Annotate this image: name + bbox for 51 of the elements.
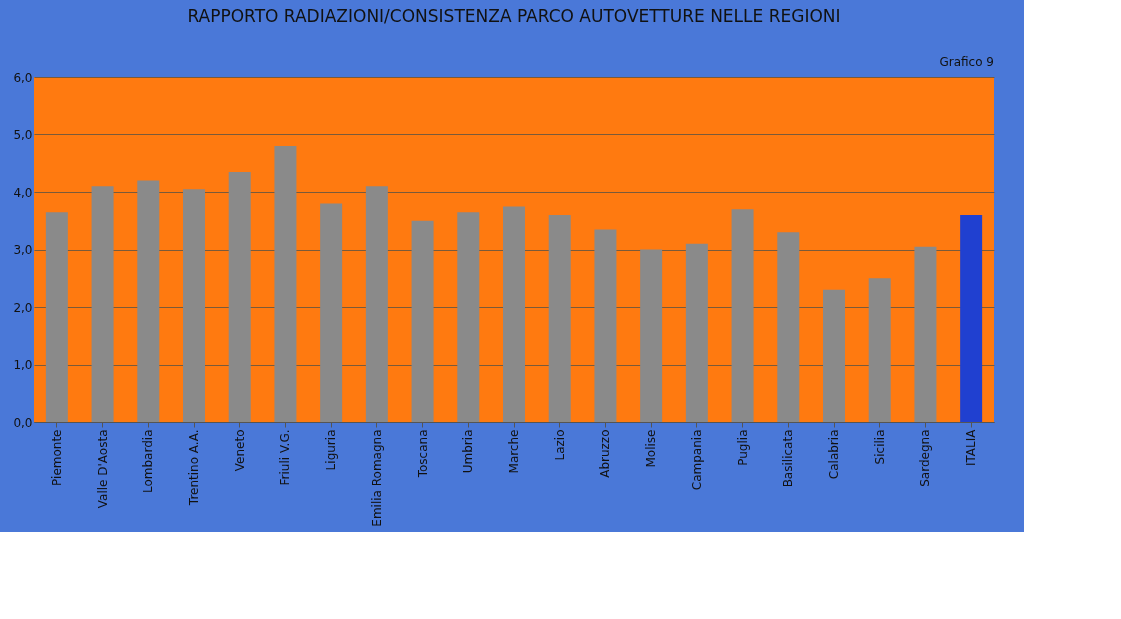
bar: [868, 278, 891, 422]
bar: [640, 249, 663, 422]
x-tick-label: Sardegna: [918, 429, 933, 487]
x-tick-label: Basilicata: [781, 429, 796, 488]
bar: [548, 215, 571, 422]
x-tick-label: Liguria: [324, 429, 339, 471]
y-tick-label: 1,0: [13, 358, 33, 372]
x-tick-label: Lombardia: [141, 429, 156, 494]
bar: [45, 212, 68, 422]
x-tick-label: Molise: [644, 429, 659, 468]
x-tick-label: ITALIA: [964, 428, 979, 467]
bar: [365, 186, 388, 422]
y-tick-label: 4,0: [13, 185, 33, 200]
bar: [594, 229, 617, 422]
bar: [228, 171, 251, 422]
x-tick-label: Calabria: [827, 429, 841, 480]
y-tick-label: 3,0: [13, 243, 33, 257]
y-tick-label: 0,0: [13, 415, 33, 430]
bar: [731, 209, 754, 422]
x-tick-label: Trentino A.A.: [187, 429, 201, 507]
x-tick-label: Marche: [507, 429, 521, 474]
x-tick-label: Sicilia: [872, 429, 887, 465]
x-tick-label: Piemonte: [49, 429, 64, 486]
bar: [777, 232, 800, 422]
bar: [503, 206, 525, 422]
y-tick-label: 6,0: [13, 70, 33, 85]
x-tick-label: Campania: [689, 429, 704, 491]
bar: [960, 215, 983, 422]
x-tick-label: Veneto: [232, 429, 247, 472]
bar: [457, 212, 480, 422]
x-tick-label: Emilia Romagna: [369, 429, 384, 527]
x-tick-label: Lazio: [552, 429, 567, 461]
y-tick-label: 5,0: [13, 128, 33, 142]
bar: [823, 289, 845, 422]
y-tick-label: 2,0: [13, 300, 33, 315]
x-tick-label: Abruzzo: [598, 429, 613, 478]
bar: [91, 186, 114, 422]
bar: [183, 189, 205, 422]
x-tick-label: Valle D'Aosta: [95, 429, 110, 509]
bar: [274, 146, 297, 422]
bar: [411, 220, 434, 422]
text: Grafico 9: [939, 55, 994, 69]
x-tick-label: Toscana: [415, 429, 430, 479]
x-tick-label: Friuli V.G.: [278, 429, 293, 486]
bar: [914, 246, 937, 422]
bar: [685, 243, 708, 422]
x-tick-label: Puglia: [735, 429, 750, 466]
chart-title: RAPPORTO RADIAZIONI/CONSISTENZA PARCO AUTOVETTURE NELLE REGIONI: [187, 6, 841, 26]
bar: [320, 203, 343, 422]
x-tick-label: Umbria: [461, 429, 476, 474]
bar: [137, 180, 160, 422]
